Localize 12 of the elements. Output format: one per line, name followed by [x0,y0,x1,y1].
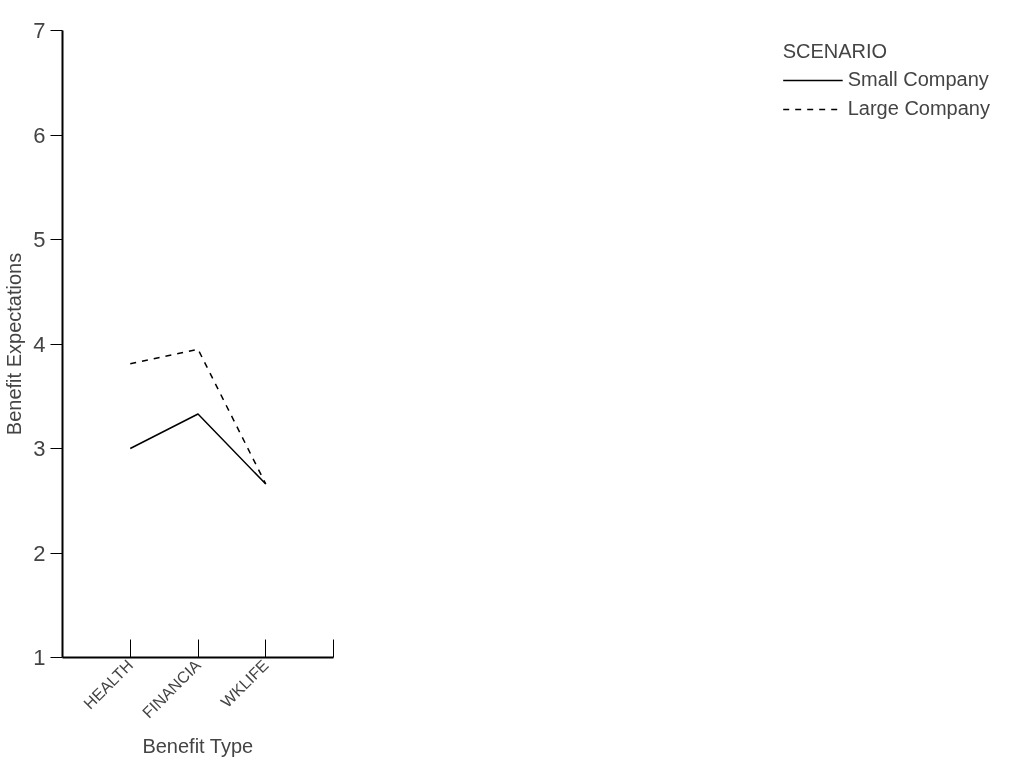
y-tick-label: 6 [33,122,46,148]
x-axis-title: Benefit Type [142,735,254,758]
legend-label: Large Company [847,97,990,120]
legend-title: SCENARIO [782,40,889,63]
y-tick-label: 2 [33,540,46,566]
y-tick-label: 4 [33,331,46,357]
y-tick-label: 5 [33,227,46,252]
legend-label: Small Company [847,68,989,91]
y-tick-label: 3 [33,436,46,461]
y-axis-title: Benefit Expectations [3,252,26,436]
y-tick-label: 7 [33,18,46,43]
y-tick-label: 1 [33,645,46,670]
